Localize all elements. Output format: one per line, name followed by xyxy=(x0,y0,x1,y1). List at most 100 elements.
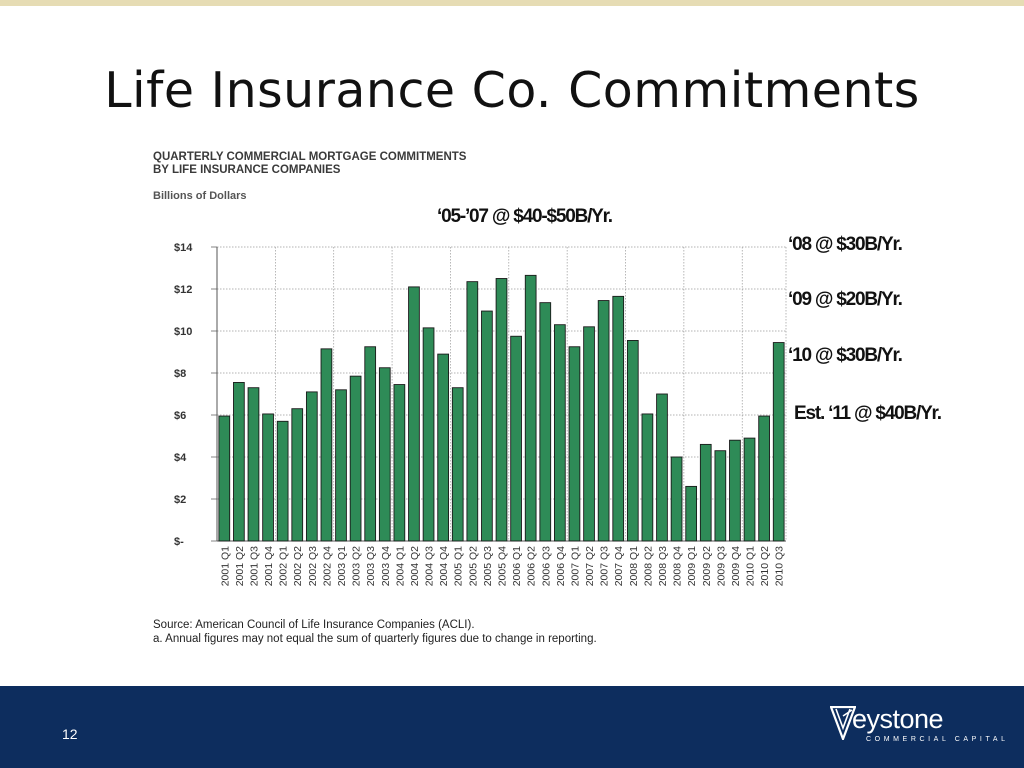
x-tick-label: 2006 Q4 xyxy=(555,546,567,586)
footer-bar xyxy=(0,686,1024,768)
bar xyxy=(437,353,449,542)
x-tick-label: 2009 Q3 xyxy=(715,546,727,586)
y-tick-label: $14 xyxy=(174,242,193,254)
x-tick-label: 2010 Q2 xyxy=(759,546,771,586)
x-tick-label: 2001 Q2 xyxy=(234,546,246,586)
x-tick-label: 2007 Q4 xyxy=(613,546,625,586)
x-tick-label: 2004 Q3 xyxy=(424,546,436,586)
annotation-2011-estimate: Est. ‘11 @ $40B/Yr. xyxy=(794,403,942,424)
bar xyxy=(699,443,712,542)
chart-title-line-1: QUARTERLY COMMERCIAL MORTGAGE COMMITMENT… xyxy=(153,151,467,163)
x-tick-label: 2005 Q1 xyxy=(453,546,465,586)
x-tick-label: 2008 Q1 xyxy=(628,546,640,586)
bar xyxy=(670,456,683,542)
bar xyxy=(685,485,698,542)
bar xyxy=(276,420,289,542)
bar xyxy=(378,367,391,542)
x-tick-label: 2003 Q2 xyxy=(351,546,363,586)
y-tick-label: $- xyxy=(174,536,184,548)
x-tick-label: 2006 Q1 xyxy=(511,546,523,586)
bar xyxy=(641,413,654,542)
x-tick-label: 2003 Q4 xyxy=(380,546,392,586)
x-tick-label: 2001 Q4 xyxy=(263,546,275,586)
bar xyxy=(597,300,610,542)
bar xyxy=(481,310,493,542)
x-tick-label: 2009 Q4 xyxy=(730,546,742,586)
bar xyxy=(335,389,347,542)
slide-title: Life Insurance Co. Commitments xyxy=(104,62,920,119)
x-tick-label: 2001 Q1 xyxy=(219,546,231,586)
x-tick-label: 2007 Q3 xyxy=(599,546,611,586)
y-tick-label: $4 xyxy=(174,452,187,464)
bar xyxy=(568,346,581,542)
bar xyxy=(247,387,260,542)
bar xyxy=(583,326,595,542)
x-tick-label: 2004 Q2 xyxy=(409,546,421,586)
x-tick-label: 2005 Q3 xyxy=(482,546,494,586)
bar xyxy=(451,387,464,542)
x-tick-label: 2004 Q1 xyxy=(394,546,406,586)
annotation-2005-2007: ‘05-’07 @ $40-$50B/Yr. xyxy=(437,206,613,227)
x-tick-label: 2010 Q3 xyxy=(774,546,786,586)
logo-wordmark: eystone xyxy=(852,704,944,734)
bar xyxy=(612,295,625,542)
chart-title: QUARTERLY COMMERCIAL MORTGAGE COMMITMENT… xyxy=(153,151,466,177)
source-note: Source: American Council of Life Insuran… xyxy=(153,618,597,646)
source-line: Source: American Council of Life Insuran… xyxy=(153,619,475,631)
bar xyxy=(772,342,785,542)
x-tick-label: 2009 Q2 xyxy=(701,546,713,586)
x-tick-label: 2004 Q4 xyxy=(438,546,450,586)
y-tick-label: $8 xyxy=(174,368,186,380)
bar xyxy=(408,286,420,542)
x-tick-label: 2002 Q1 xyxy=(278,546,290,586)
bar xyxy=(524,274,537,542)
x-tick-label: 2002 Q3 xyxy=(307,546,319,586)
x-tick-label: 2003 Q1 xyxy=(336,546,348,586)
keystone-mark-icon xyxy=(830,706,856,740)
x-tick-label: 2008 Q4 xyxy=(672,546,684,586)
bar xyxy=(554,324,566,542)
bar xyxy=(262,413,274,542)
bar xyxy=(218,415,231,542)
bar-chart: $- $2 $4 $6 $8 $10 $12 $14 2001 Q1 2001 Q2 2001 Q3… xyxy=(174,242,787,586)
bar xyxy=(349,375,362,542)
page-number: 12 xyxy=(62,726,78,742)
top-accent-band xyxy=(0,0,1024,6)
x-tick-label: 2006 Q2 xyxy=(526,546,538,586)
x-tick-label: 2010 Q1 xyxy=(745,546,757,586)
x-tick-label: 2006 Q3 xyxy=(540,546,552,586)
x-tick-label: 2009 Q1 xyxy=(686,546,698,586)
bar xyxy=(466,281,479,542)
chart-title-line-2: BY LIFE INSURANCE COMPANIES xyxy=(153,164,341,176)
bar xyxy=(510,335,522,542)
x-tick-label: 2001 Q3 xyxy=(248,546,260,586)
x-tick-label: 2002 Q4 xyxy=(321,546,333,586)
bar xyxy=(422,327,435,542)
bar xyxy=(656,393,668,542)
y-tick-label: $10 xyxy=(174,326,192,338)
y-tick-label: $2 xyxy=(174,494,186,506)
bar xyxy=(364,346,377,542)
bar xyxy=(320,348,333,542)
annotation-2008: ‘08 @ $30B/Yr. xyxy=(788,234,903,255)
x-tick-label: 2002 Q2 xyxy=(292,546,304,586)
y-tick-label: $6 xyxy=(174,410,186,422)
annotation-2010: ‘10 @ $30B/Yr. xyxy=(788,345,903,366)
chart-unit-label: Billions of Dollars xyxy=(153,190,247,202)
bar xyxy=(743,437,756,542)
bar xyxy=(233,382,245,542)
x-tick-label: 2005 Q4 xyxy=(497,546,509,586)
x-tick-label: 2008 Q2 xyxy=(642,546,654,586)
y-tick-label: $12 xyxy=(174,284,192,296)
bar xyxy=(626,340,639,542)
footnote-line: a. Annual figures may not equal the sum … xyxy=(153,633,597,645)
bar xyxy=(539,302,552,542)
x-tick-label: 2008 Q3 xyxy=(657,546,669,586)
annotation-2009: ‘09 @ $20B/Yr. xyxy=(788,289,903,310)
bar xyxy=(291,408,304,542)
x-tick-label: 2007 Q1 xyxy=(569,546,581,586)
bar xyxy=(495,278,508,542)
x-tick-label: 2003 Q3 xyxy=(365,546,377,586)
x-tick-label: 2007 Q2 xyxy=(584,546,596,586)
bar xyxy=(758,415,770,542)
